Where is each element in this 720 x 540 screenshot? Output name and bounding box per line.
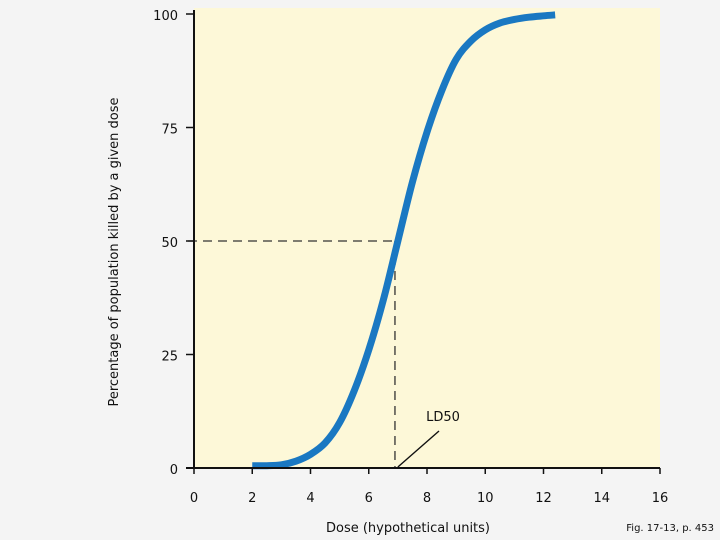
x-tick-label-10: 10 — [477, 491, 494, 506]
x-tick-label-8: 8 — [423, 491, 431, 506]
figure-credit: Fig. 17-13, p. 453 — [626, 523, 714, 534]
plot-background — [194, 8, 660, 468]
dose-response-curve — [252, 11, 556, 470]
y-tick-label-0: 0 — [170, 463, 178, 478]
y-axis-title: Percentage of population killed by a giv… — [107, 97, 122, 406]
x-axis-title: Dose (hypothetical units) — [326, 521, 490, 536]
x-tick-label-0: 0 — [190, 491, 198, 506]
y-tick-label-100: 100 — [153, 9, 178, 24]
x-tick-label-16: 16 — [652, 491, 669, 506]
ld50-annotation: LD50 — [426, 410, 460, 425]
x-tick-label-4: 4 — [306, 491, 314, 506]
y-tick-label-75: 75 — [161, 123, 178, 138]
ld50-pointer-line — [397, 430, 440, 468]
x-tick-label-12: 12 — [535, 491, 552, 506]
x-tick-label-14: 14 — [593, 491, 610, 506]
x-tick-label-6: 6 — [365, 491, 373, 506]
x-tick-label-2: 2 — [248, 491, 256, 506]
y-tick-label-25: 25 — [161, 350, 178, 365]
y-tick-label-50: 50 — [161, 236, 178, 251]
